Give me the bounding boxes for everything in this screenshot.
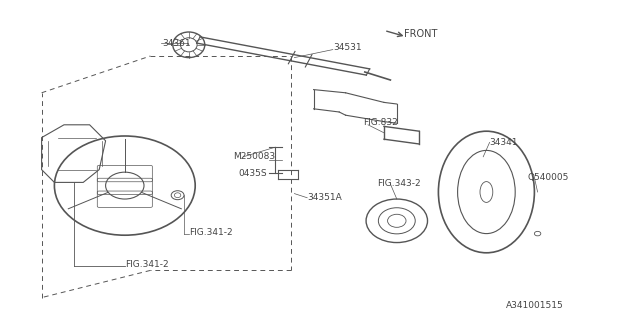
Text: M250083: M250083 [234,152,276,161]
Text: FIG.832: FIG.832 [363,118,397,127]
Text: FRONT: FRONT [404,28,438,39]
Text: 34341: 34341 [490,138,518,147]
Text: FIG.343-2: FIG.343-2 [378,179,421,188]
Text: 0435S: 0435S [238,169,267,178]
Text: FIG.341-2: FIG.341-2 [125,260,168,269]
Text: Q540005: Q540005 [528,173,570,182]
Text: 34361: 34361 [162,39,191,48]
Text: A341001515: A341001515 [506,301,563,310]
Text: FIG.341-2: FIG.341-2 [189,228,232,237]
Text: 34351A: 34351A [307,193,342,202]
Text: 34531: 34531 [333,43,362,52]
